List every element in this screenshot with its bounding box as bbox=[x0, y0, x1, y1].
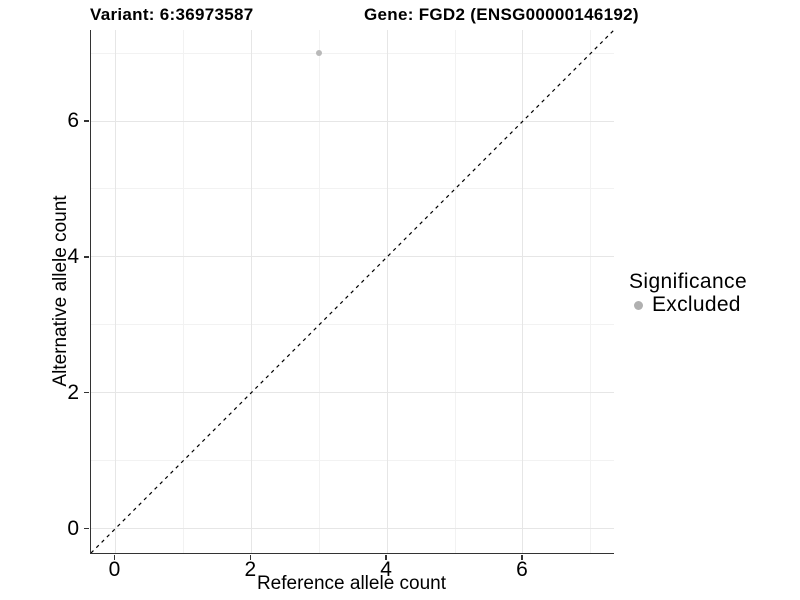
gridline-major-vertical bbox=[386, 30, 388, 553]
y-axis-tick bbox=[83, 391, 89, 394]
gridline-major-horizontal bbox=[91, 392, 614, 394]
gridline-minor-vertical bbox=[590, 30, 592, 553]
y-axis-tick bbox=[83, 256, 89, 258]
gridline-minor-vertical bbox=[318, 30, 320, 553]
data-point bbox=[316, 50, 323, 57]
gridline-minor-vertical bbox=[182, 30, 184, 553]
legend-title: Significance bbox=[629, 270, 748, 293]
legend-entry: Excluded bbox=[629, 294, 747, 316]
gene-title: Gene: FGD2 (ENSG00000146192) bbox=[364, 5, 639, 24]
x-tick-label: 0 bbox=[108, 558, 121, 581]
x-axis-tick bbox=[113, 554, 116, 560]
x-axis-tick bbox=[385, 554, 387, 560]
gridline-minor-horizontal bbox=[91, 324, 614, 326]
x-tick-label: 6 bbox=[516, 558, 528, 581]
legend-entry-label: Excluded bbox=[652, 293, 741, 316]
legend: Significance Excluded bbox=[629, 270, 747, 316]
y-tick-label: 0 bbox=[67, 516, 79, 540]
y-axis-tick bbox=[83, 120, 89, 122]
gridline-major-horizontal bbox=[91, 256, 614, 258]
identity-line bbox=[91, 30, 614, 553]
plot-panel bbox=[90, 30, 614, 554]
gridline-major-vertical bbox=[114, 30, 116, 553]
legend-key-dot-icon bbox=[634, 300, 643, 310]
gridline-minor-horizontal bbox=[91, 188, 614, 190]
y-axis-title: Alternative allele count bbox=[50, 195, 71, 387]
variant-title: Variant: 6:36973587 bbox=[90, 5, 254, 24]
gridline-minor-vertical bbox=[454, 30, 456, 553]
gridline-minor-horizontal bbox=[91, 460, 614, 462]
y-tick-label: 4 bbox=[67, 244, 79, 268]
y-tick-label: 6 bbox=[67, 109, 79, 132]
legend-entries: Excluded bbox=[629, 294, 747, 316]
x-tick-label: 2 bbox=[244, 558, 257, 581]
gridline-minor-horizontal bbox=[91, 52, 614, 54]
x-axis-tick bbox=[249, 554, 252, 560]
x-tick-label: 4 bbox=[380, 558, 392, 581]
gridline-major-horizontal bbox=[91, 120, 614, 122]
gridline-major-vertical bbox=[250, 30, 252, 553]
y-tick-label: 2 bbox=[67, 380, 79, 404]
x-axis-tick bbox=[521, 554, 523, 560]
gridline-major-horizontal bbox=[91, 528, 614, 530]
gridline-major-vertical bbox=[522, 30, 524, 553]
x-axis-title: Reference allele count bbox=[256, 573, 447, 594]
y-axis-tick bbox=[83, 527, 89, 530]
